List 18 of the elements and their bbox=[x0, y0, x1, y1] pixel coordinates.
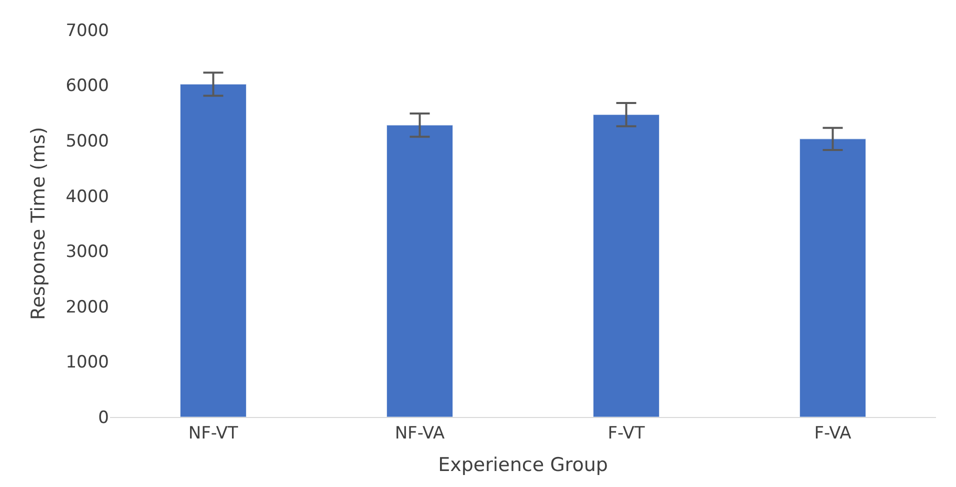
y-tick-label: 0 bbox=[98, 408, 109, 428]
y-tick-label: 6000 bbox=[66, 76, 109, 96]
y-tick-label: 5000 bbox=[66, 132, 109, 152]
y-tick-label: 3000 bbox=[66, 242, 109, 262]
x-axis-title: Experience Group bbox=[438, 454, 608, 476]
bar bbox=[592, 114, 660, 417]
x-tick-label: F-VA bbox=[814, 423, 852, 444]
bar bbox=[799, 138, 866, 417]
x-tick-label: F-VT bbox=[608, 423, 646, 444]
y-tick-label: 4000 bbox=[66, 186, 109, 207]
x-tick-label: NF-VT bbox=[188, 423, 239, 444]
bar bbox=[180, 84, 247, 417]
y-tick-label: 7000 bbox=[66, 20, 109, 41]
x-tick-label: NF-VA bbox=[394, 423, 446, 444]
y-axis-title: Response Time (ms) bbox=[28, 126, 50, 320]
y-tick-label: 2000 bbox=[66, 297, 109, 318]
bar bbox=[386, 124, 454, 417]
y-tick-label: 1000 bbox=[66, 352, 109, 373]
